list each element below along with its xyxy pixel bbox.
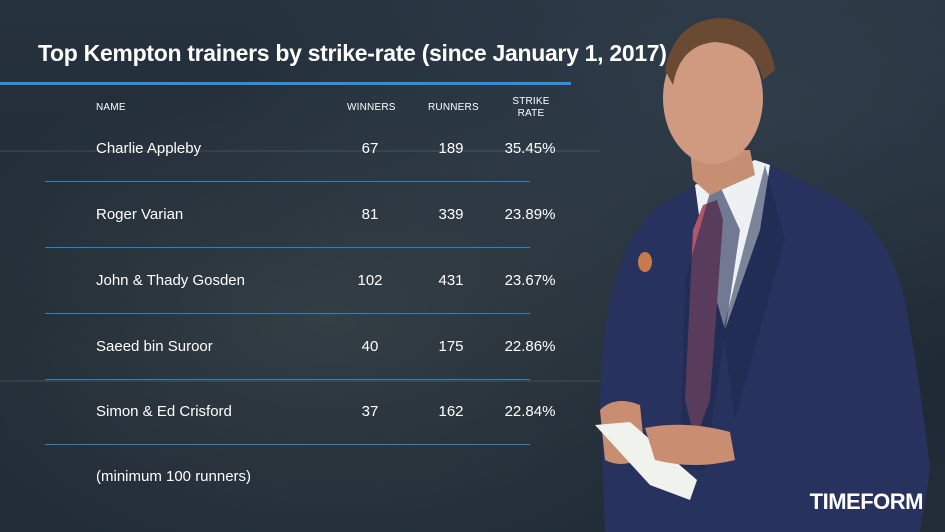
page-title: Top Kempton trainers by strike-rate (sin… <box>38 40 667 66</box>
row-separator <box>45 313 530 314</box>
runners-value: 339 <box>438 206 464 223</box>
strike-rate-value: 35.45% <box>504 140 556 157</box>
winners-value: 37 <box>361 403 379 420</box>
hand <box>645 424 735 465</box>
strike-rate-value: 23.67% <box>504 272 556 289</box>
hair <box>665 18 775 85</box>
column-header-strike-rate: STRIKE RATE <box>505 96 557 120</box>
table-row: John & Thady Gosden 102 431 23.67% <box>0 272 600 338</box>
table-row: Charlie Appleby 67 189 35.45% <box>0 140 600 206</box>
table-row: Saeed bin Suroor 40 175 22.86% <box>0 338 600 404</box>
trainer-name: Charlie Appleby <box>96 140 202 157</box>
strike-rate-value: 23.89% <box>504 206 556 223</box>
strike-rate-value: 22.84% <box>504 403 556 420</box>
background-rail <box>0 380 600 382</box>
row-separator <box>45 444 530 445</box>
trainer-name: Saeed bin Suroor <box>96 338 213 355</box>
head <box>663 32 763 164</box>
title-underline <box>0 82 571 85</box>
timeform-logo: TIMEFORM <box>809 489 924 514</box>
trainer-name: John & Thady Gosden <box>96 272 245 289</box>
card-document <box>595 422 697 500</box>
runners-value: 431 <box>438 272 464 289</box>
winners-value: 81 <box>361 206 379 223</box>
table-row: Roger Varian 81 339 23.89% <box>0 206 600 272</box>
column-header-runners: RUNNERS <box>428 102 479 113</box>
lapel-badge <box>638 252 652 272</box>
trainer-name: Simon & Ed Crisford <box>96 403 232 420</box>
runners-value: 189 <box>438 140 464 157</box>
background-rail <box>0 150 600 152</box>
winners-value: 102 <box>357 272 383 289</box>
footnote: (minimum 100 runners) <box>96 468 252 485</box>
runners-value: 175 <box>438 338 464 355</box>
strike-rate-header-line-1: STRIKE <box>512 96 550 107</box>
trainer-photo <box>595 18 930 532</box>
row-separator <box>45 181 530 182</box>
strike-rate-header-line-2: RATE <box>517 108 545 119</box>
runners-value: 162 <box>438 403 464 420</box>
winners-value: 67 <box>361 140 379 157</box>
column-header-winners: WINNERS <box>347 102 396 113</box>
row-separator <box>45 379 530 380</box>
strike-rate-value: 22.86% <box>504 338 556 355</box>
winners-value: 40 <box>361 338 379 355</box>
column-header-name: NAME <box>96 102 126 113</box>
trainer-name: Roger Varian <box>96 206 184 223</box>
table-row: Simon & Ed Crisford 37 162 22.84% <box>0 403 600 469</box>
row-separator <box>45 247 530 248</box>
